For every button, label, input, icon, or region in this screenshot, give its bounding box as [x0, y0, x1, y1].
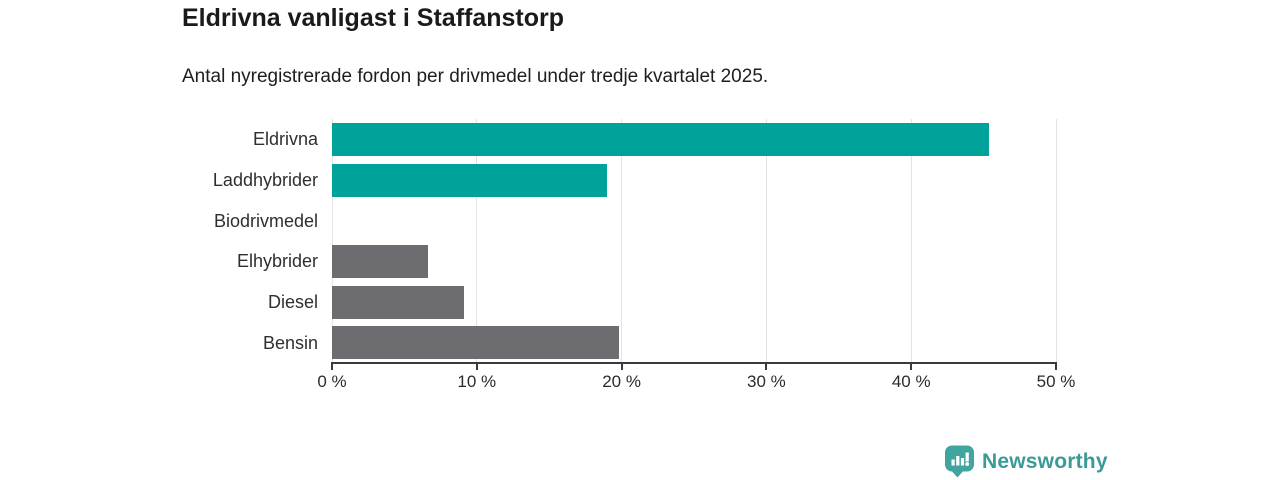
x-tick-label-0: 0 %	[317, 372, 347, 391]
category-label-laddhybrider: Laddhybrider	[212, 170, 318, 190]
x-tick-label-30: 30 %	[747, 372, 786, 391]
gridline-40	[910, 119, 912, 363]
gridline-0	[331, 119, 333, 363]
x-axis-tick-30	[765, 362, 768, 370]
category-label-bensin: Bensin	[262, 332, 318, 353]
bar-bensin	[332, 326, 619, 360]
chart-subtitle: Antal nyregistrerade fordon per drivmede…	[182, 66, 769, 87]
x-axis-tick-40	[910, 362, 913, 370]
gridline-30	[765, 119, 767, 363]
newsworthy-logo-text: Newsworthy	[982, 449, 1108, 473]
bar-elhybrider	[332, 244, 428, 278]
newsworthy-badge-icon	[945, 445, 974, 478]
x-tick-label-10: 10 %	[457, 372, 497, 391]
newsworthy-logo[interactable]: Newsworthy	[944, 445, 1108, 478]
bar-eldrivna	[332, 122, 990, 156]
x-tick-label-50: 50 %	[1036, 372, 1076, 391]
category-label-eldrivna: Eldrivna	[252, 129, 318, 150]
bar-laddhybrider	[332, 163, 608, 197]
category-label-diesel: Diesel	[267, 292, 318, 312]
x-axis-tick-20	[620, 362, 623, 370]
category-label-biodrivmedel: Biodrivmedel	[213, 210, 318, 231]
x-tick-label-40: 40 %	[891, 372, 931, 391]
chart-title: Eldrivna vanligast i Staffanstorp	[182, 4, 565, 32]
gridline-20	[621, 119, 623, 363]
gridline-10	[476, 119, 478, 363]
x-axis-tick-10	[475, 362, 478, 370]
category-label-elhybrider: Elhybrider	[236, 251, 318, 272]
x-axis-line	[331, 362, 1057, 364]
x-tick-label-20: 20 %	[602, 372, 641, 391]
x-axis-tick-0	[331, 362, 333, 370]
x-axis-tick-50	[1055, 362, 1057, 370]
bar-diesel	[332, 285, 464, 319]
gridline-50	[1055, 119, 1057, 363]
